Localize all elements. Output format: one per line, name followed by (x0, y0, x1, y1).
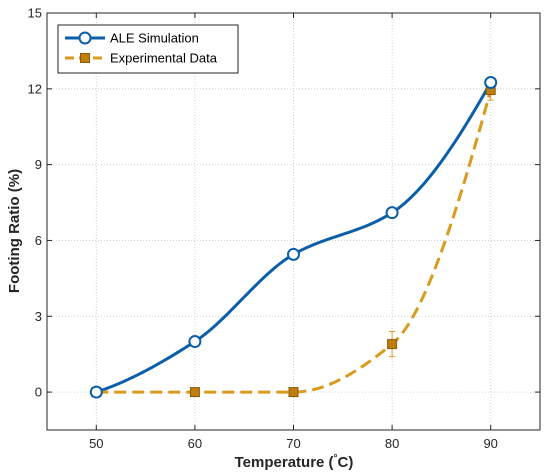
experimental-data-point (288, 387, 299, 398)
x-axis-label: Temperature (°C) (235, 453, 354, 471)
grid (47, 12, 540, 430)
x-tick-label: 80 (385, 436, 399, 451)
legend-marker-ale (78, 31, 92, 45)
y-tick-label: 15 (28, 6, 42, 21)
ale-simulation-point (89, 385, 103, 399)
ale-simulation-point (385, 206, 399, 220)
x-axis-label-end: C) (338, 454, 354, 471)
series-layer (89, 76, 498, 399)
legend: ALE Simulation Experimental Data (57, 24, 239, 74)
ale-simulation-point (484, 76, 498, 89)
x-tick-label: 70 (286, 436, 300, 451)
ale-simulation-point (287, 247, 300, 261)
y-tick-label: 12 (28, 81, 42, 96)
x-axis-label-degree: ° (334, 453, 338, 464)
experimental-data-point (387, 339, 398, 350)
y-tick-label: 6 (35, 233, 42, 248)
legend-label-experimental: Experimental Data (110, 51, 218, 66)
x-tick-label: 90 (483, 436, 497, 451)
x-axis-label-main: Temperature ( (235, 454, 334, 471)
ale-simulation-point (188, 335, 202, 349)
y-axis-label: Footing Ratio (%) (6, 169, 23, 293)
experimental-data-point (189, 387, 200, 398)
legend-marker-experimental (80, 53, 90, 63)
y-tick-label: 0 (35, 385, 42, 400)
axes: 50 60 70 80 90 0 3 6 9 12 15 (28, 6, 541, 451)
x-tick-label: 50 (89, 436, 103, 451)
x-tick-label: 60 (188, 436, 202, 451)
legend-label-ale: ALE Simulation (110, 31, 199, 46)
ale-simulation-line (95, 81, 493, 394)
y-tick-label: 9 (35, 157, 42, 172)
experimental-data-line (96, 89, 493, 394)
y-tick-label: 3 (35, 309, 42, 324)
